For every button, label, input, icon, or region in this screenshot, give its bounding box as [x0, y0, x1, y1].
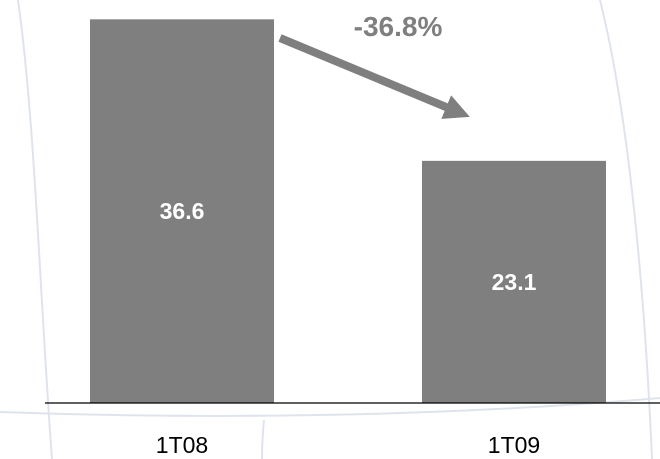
value-labels: 36.6 23.1 [160, 198, 537, 295]
background-curve [0, 397, 660, 417]
x-tick-label: 1T09 [488, 432, 540, 458]
x-tick-label: 1T08 [156, 432, 208, 458]
background-curve [261, 419, 265, 459]
bar-value-label: 36.6 [160, 198, 205, 224]
bar-1T09 [422, 160, 606, 403]
background-curve [17, 0, 53, 459]
bar-1T08 [90, 19, 274, 404]
bar-series [90, 19, 606, 404]
bar-value-label: 23.1 [492, 269, 537, 295]
change-arrow [278, 34, 470, 119]
change-label: -36.8% [354, 11, 443, 42]
background-curve [599, 0, 653, 459]
x-axis-ticks: 1T08 1T09 [156, 432, 540, 458]
